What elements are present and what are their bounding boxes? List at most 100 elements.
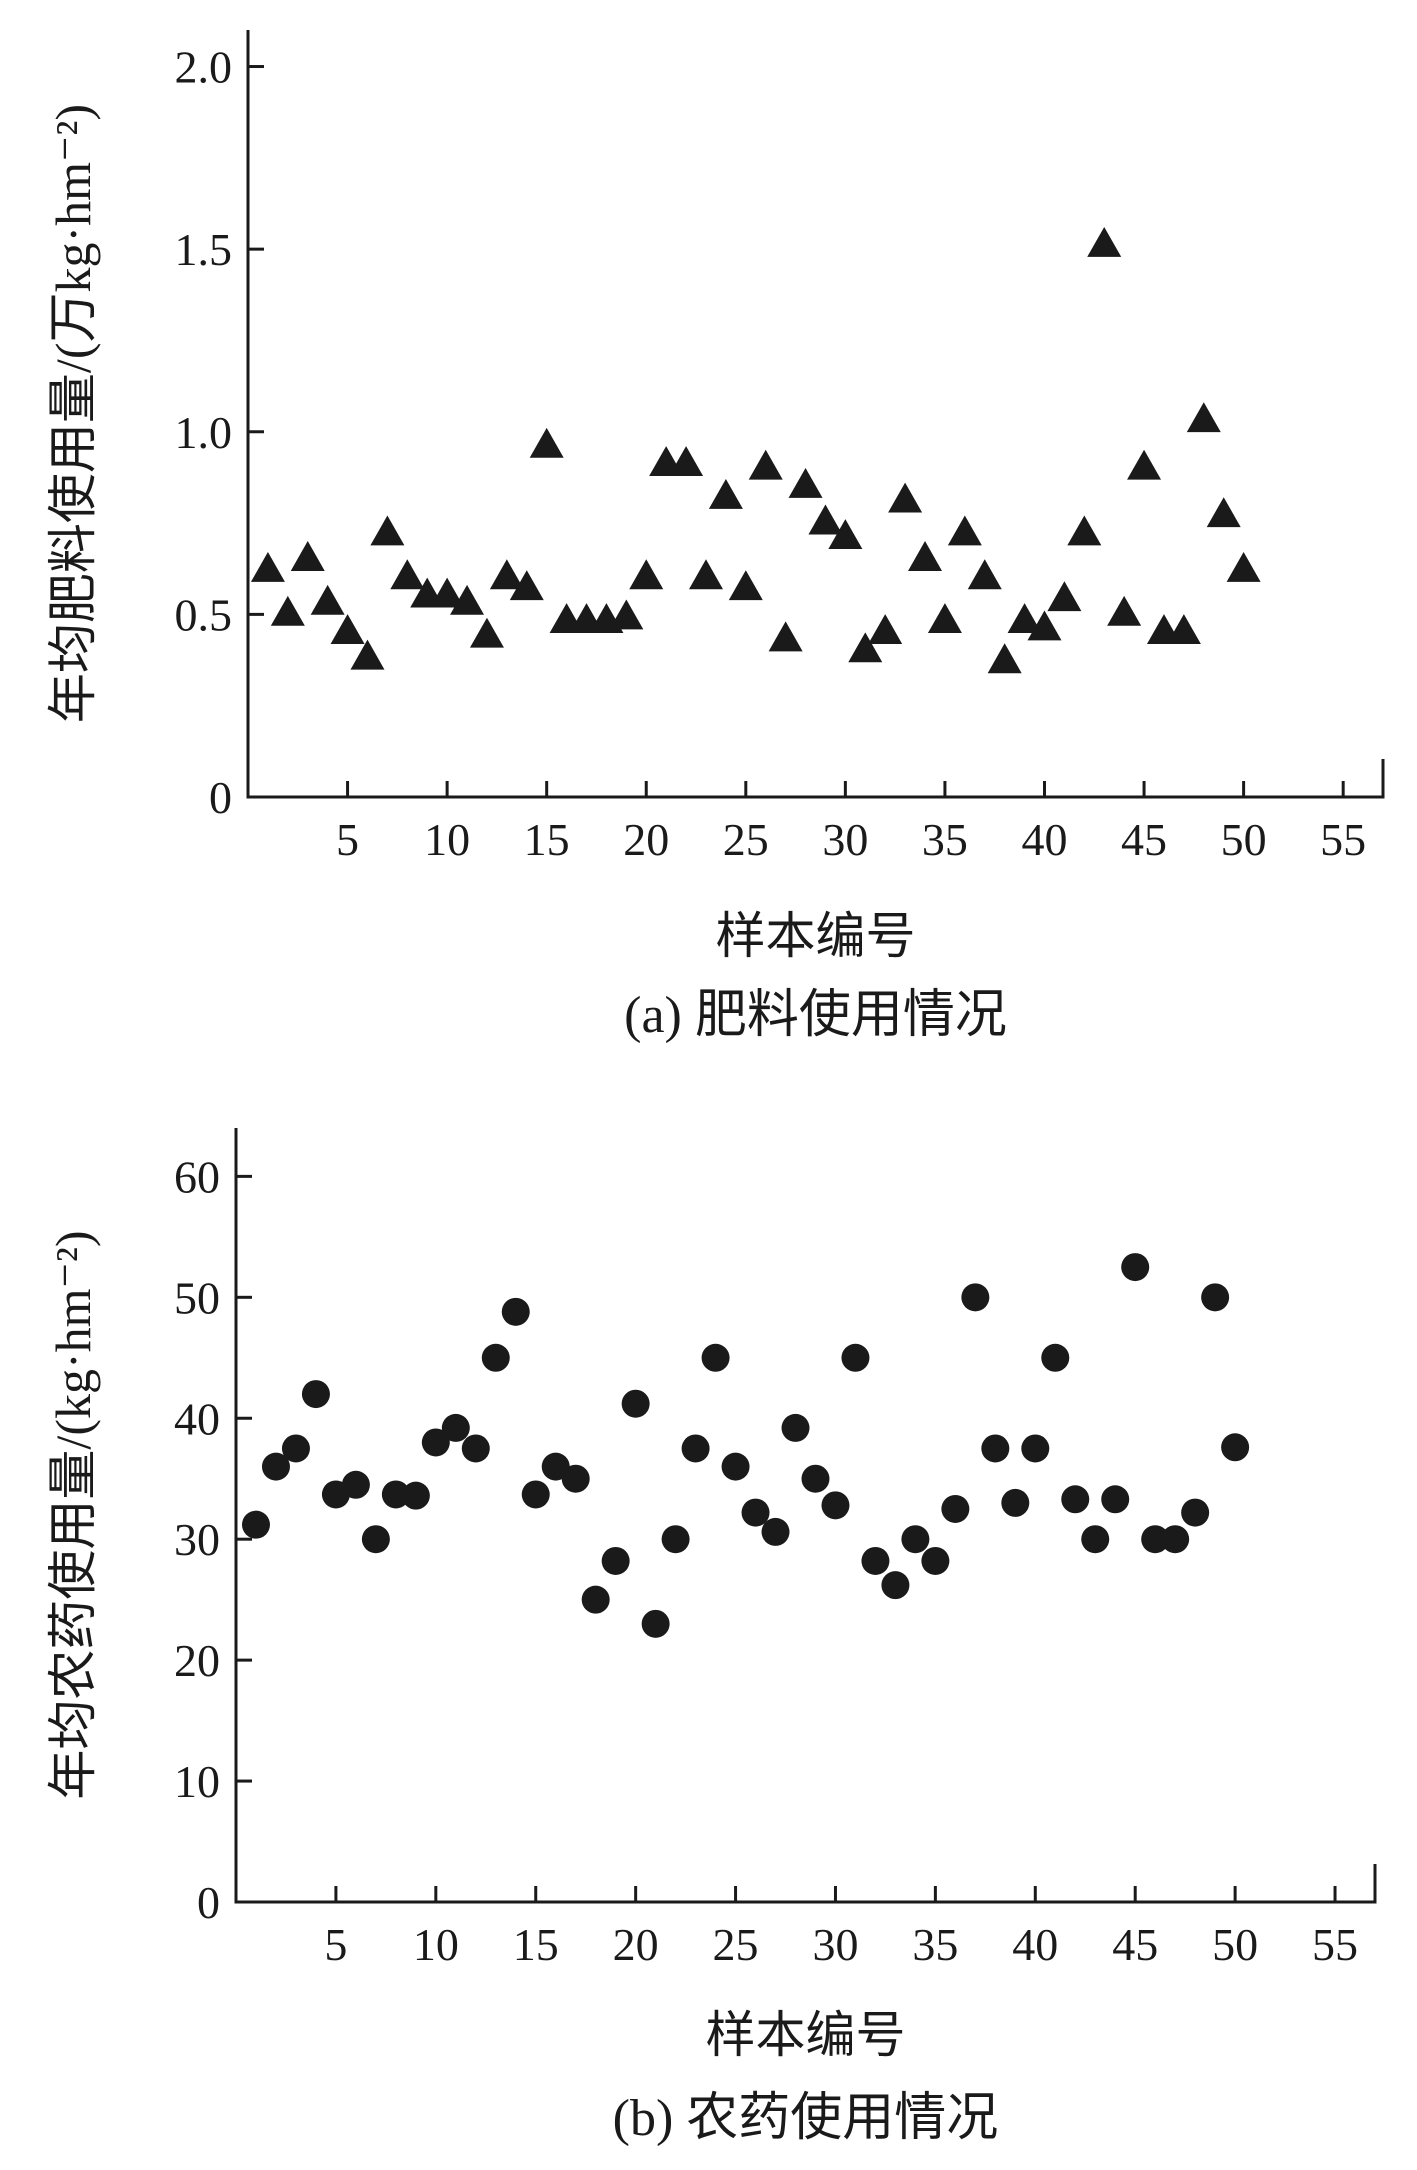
y-tick-label: 50 — [174, 1272, 220, 1323]
data-point-triangle — [1186, 402, 1221, 433]
y-tick-label: 0 — [209, 772, 232, 823]
data-point-circle — [461, 1434, 490, 1463]
chart-caption: (a) 肥料使用情况 — [624, 987, 1007, 1044]
data-point-circle — [1121, 1253, 1150, 1282]
data-point-circle — [261, 1452, 290, 1481]
data-point-triangle — [828, 519, 863, 550]
data-point-triangle — [1047, 581, 1082, 612]
data-point-triangle — [290, 541, 325, 571]
x-tick-label: 40 — [1021, 814, 1067, 865]
x-tick-label: 5 — [336, 814, 359, 865]
data-point-circle — [981, 1434, 1010, 1463]
data-point-circle — [341, 1470, 370, 1499]
data-point-circle — [601, 1546, 630, 1575]
data-point-triangle — [390, 559, 425, 590]
data-point-circle — [581, 1585, 610, 1614]
x-tick-label: 30 — [822, 814, 868, 865]
data-point-triangle — [1007, 603, 1042, 634]
data-point-circle — [801, 1464, 830, 1493]
data-point-triangle — [708, 478, 743, 509]
chart-caption: (b) 农药使用情况 — [613, 2090, 999, 2147]
data-point-circle — [481, 1343, 510, 1372]
x-tick-label: 25 — [723, 814, 769, 865]
data-point-triangle — [250, 552, 285, 582]
data-point-triangle — [927, 603, 962, 634]
x-tick-label: 50 — [1221, 814, 1267, 865]
data-point-circle — [1221, 1433, 1250, 1462]
data-point-triangle — [967, 559, 1002, 590]
data-point-circle — [681, 1434, 710, 1463]
data-point-circle — [621, 1389, 650, 1418]
data-point-circle — [821, 1491, 850, 1520]
data-point-triangle — [1107, 595, 1142, 626]
y-tick-label: 0 — [197, 1877, 220, 1928]
x-tick-label: 55 — [1320, 814, 1366, 865]
data-point-triangle — [1206, 497, 1241, 528]
data-point-circle — [761, 1517, 790, 1546]
data-point-triangle — [748, 449, 783, 480]
data-point-circle — [1001, 1488, 1030, 1517]
data-point-circle — [1081, 1525, 1110, 1554]
data-point-triangle — [350, 639, 385, 670]
x-axis-title: 样本编号 — [716, 908, 916, 964]
data-point-triangle — [848, 632, 883, 663]
data-point-circle — [401, 1481, 430, 1510]
y-tick-label: 10 — [174, 1756, 220, 1807]
fertilizer-chart: 0 0.5 1.0 1.5 2.0 5 10 15 20 25 30 35 40 45 50 55 样本编号 年均… — [45, 30, 1385, 1044]
x-tick-label: 35 — [922, 814, 968, 865]
y-tick-label: 20 — [174, 1635, 220, 1686]
y-axis-title: 年均农药使用量/(kg·hm⁻²) — [45, 1230, 101, 1799]
x-tick-label: 45 — [1112, 1919, 1158, 1970]
x-tick-label: 20 — [613, 1919, 659, 1970]
y-tick-label: 1.0 — [175, 407, 233, 458]
data-point-triangle — [509, 570, 544, 601]
x-tick-label: 15 — [524, 814, 570, 865]
pesticide-chart: 0 10 20 30 40 50 60 5 10 15 20 25 30 35 40 45 50 55 样本编号 年均… — [45, 1128, 1377, 2147]
data-point-circle — [381, 1480, 410, 1509]
data-point-circle — [721, 1452, 750, 1481]
y-tick-label: 60 — [174, 1151, 220, 1202]
x-tick-label: 10 — [424, 814, 470, 865]
data-point-circle — [781, 1413, 810, 1442]
data-point-circle — [881, 1571, 910, 1600]
data-point-triangle — [430, 577, 465, 608]
data-point-triangle — [669, 446, 704, 477]
data-point-circle — [921, 1546, 950, 1575]
data-point-circle — [901, 1525, 930, 1554]
data-point-circle — [1141, 1525, 1170, 1554]
data-point-circle — [741, 1498, 770, 1527]
x-tick-label: 5 — [324, 1919, 347, 1970]
data-point-triangle — [688, 559, 723, 590]
data-point-circle — [1101, 1485, 1130, 1514]
data-point-circle — [521, 1480, 550, 1509]
y-axis-title: 年均肥料使用量/(万kg·hm⁻²) — [45, 104, 101, 723]
data-point-triangle — [270, 595, 305, 626]
data-point-triangle — [330, 614, 365, 645]
data-point-circle — [441, 1413, 470, 1442]
y-tick-label: 1.5 — [175, 224, 233, 275]
x-tick-label: 15 — [513, 1919, 559, 1970]
data-point-triangle — [908, 541, 943, 571]
data-point-circle — [501, 1297, 530, 1326]
data-point-triangle — [1127, 449, 1162, 480]
x-tick-label: 50 — [1212, 1919, 1258, 1970]
data-point-circle — [701, 1343, 730, 1372]
data-point-triangle — [310, 584, 345, 615]
data-point-circle — [1201, 1283, 1230, 1312]
data-point-triangle — [370, 515, 405, 546]
data-point-triangle — [1067, 515, 1102, 546]
data-point-triangle — [1226, 552, 1261, 582]
x-tick-label: 35 — [912, 1919, 958, 1970]
data-point-circle — [1161, 1525, 1190, 1554]
data-point-triangle — [987, 643, 1022, 674]
data-point-circle — [641, 1609, 670, 1638]
data-point-triangle — [808, 504, 843, 535]
data-point-triangle — [1166, 614, 1201, 645]
data-point-circle — [941, 1494, 970, 1523]
data-point-circle — [661, 1525, 690, 1554]
x-tick-label: 45 — [1121, 814, 1167, 865]
data-point-circle — [281, 1434, 310, 1463]
data-point-triangle — [768, 621, 803, 652]
data-point-triangle — [1027, 610, 1062, 641]
